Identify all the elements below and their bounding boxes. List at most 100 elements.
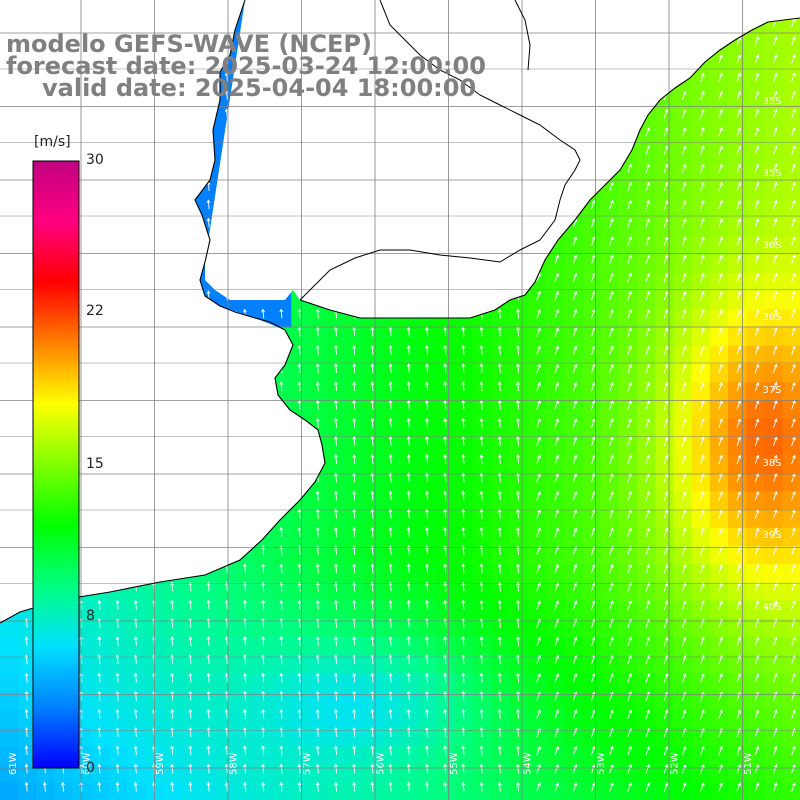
wind-arrowhead xyxy=(737,108,742,113)
wind-arrow xyxy=(554,327,559,337)
wind-cell xyxy=(746,491,765,511)
wind-arrowhead xyxy=(297,563,302,568)
wind-arrow xyxy=(499,473,501,483)
wind-arrowhead xyxy=(628,418,632,423)
wind-cell xyxy=(436,382,456,401)
wind-arrow xyxy=(207,600,210,610)
wind-arrowhead xyxy=(461,363,466,367)
wind-arrowhead xyxy=(719,582,723,586)
wind-cell xyxy=(764,163,784,183)
wind-cell xyxy=(182,600,201,620)
wind-cell xyxy=(655,109,674,128)
wind-arrow xyxy=(389,345,392,355)
wind-cell xyxy=(600,546,620,565)
wind-cell xyxy=(673,455,693,474)
wind-cell xyxy=(200,746,219,765)
wind-arrow xyxy=(536,437,541,446)
wind-arrowhead xyxy=(646,236,651,241)
wind-cell xyxy=(491,582,511,602)
wind-cell xyxy=(618,400,638,420)
wind-arrowhead xyxy=(352,563,357,568)
wind-arrow xyxy=(554,364,559,374)
wind-cell xyxy=(364,564,383,583)
wind-arrow xyxy=(536,291,541,301)
wind-cell xyxy=(618,637,638,656)
wind-cell xyxy=(400,637,420,656)
wind-arrow xyxy=(389,509,392,519)
wind-arrowhead xyxy=(24,636,29,640)
wind-cell xyxy=(546,600,565,620)
wind-cell xyxy=(673,236,693,256)
wind-cell xyxy=(382,564,401,583)
wind-arrow xyxy=(517,637,520,647)
wind-arrowhead xyxy=(682,236,687,241)
wind-cell xyxy=(782,436,800,456)
wind-arrowhead xyxy=(516,417,520,422)
wind-arrowhead xyxy=(646,636,651,641)
wind-cell xyxy=(527,291,547,310)
wind-cell xyxy=(691,709,711,729)
wind-arrow xyxy=(298,345,301,355)
wind-cell xyxy=(345,364,365,383)
wind-cell xyxy=(582,218,602,238)
wind-arrowhead xyxy=(133,599,138,604)
wind-arrow xyxy=(718,218,723,228)
wind-cell xyxy=(637,709,656,729)
wind-arrow xyxy=(572,509,577,519)
wind-cell xyxy=(709,655,729,674)
wind-arrowhead xyxy=(591,636,596,641)
wind-cell xyxy=(327,491,347,511)
wind-arrowhead xyxy=(388,508,393,513)
wind-arrow xyxy=(663,145,668,155)
wind-cell xyxy=(600,273,620,292)
wind-arrow xyxy=(389,455,392,465)
wind-cell xyxy=(709,236,729,256)
wind-arrowhead xyxy=(352,526,357,531)
wind-cell xyxy=(400,746,420,765)
wind-cell xyxy=(309,527,329,547)
wind-arrowhead xyxy=(443,526,448,531)
wind-arrow xyxy=(408,436,410,446)
wind-arrowhead xyxy=(628,563,632,568)
wind-cell xyxy=(691,200,711,219)
wind-cell xyxy=(582,291,602,310)
wind-cell xyxy=(782,273,800,292)
wind-arrow xyxy=(98,637,101,647)
wind-cell xyxy=(509,309,529,329)
wind-arrow xyxy=(298,309,301,319)
wind-arrow xyxy=(609,418,614,428)
wind-arrowhead xyxy=(628,290,632,295)
wind-arrowhead xyxy=(664,527,669,532)
wind-cell xyxy=(618,291,638,310)
wind-arrowhead xyxy=(773,563,778,568)
wind-cell xyxy=(418,637,438,656)
wind-cell xyxy=(746,728,765,747)
wind-cell xyxy=(564,527,583,547)
wind-cell xyxy=(527,364,547,383)
wind-arrowhead xyxy=(682,418,687,423)
wind-arrow xyxy=(480,436,483,446)
wind-arrow xyxy=(335,582,338,592)
wind-arrowhead xyxy=(610,418,614,423)
wind-arrow xyxy=(408,382,410,392)
wind-arrow xyxy=(462,637,465,647)
wind-cell xyxy=(127,746,147,765)
wind-arrow xyxy=(499,564,501,574)
wind-arrowhead xyxy=(737,72,742,77)
wind-arrowhead xyxy=(664,363,669,368)
wind-arrowhead xyxy=(664,454,669,459)
wind-arrow xyxy=(517,509,520,519)
wind-cell xyxy=(582,236,602,256)
wind-arrow xyxy=(772,236,777,246)
wind-arrowhead xyxy=(406,326,411,331)
wind-cell xyxy=(764,637,784,656)
wind-cell xyxy=(527,728,547,747)
wind-cell xyxy=(455,400,474,420)
wind-arrowhead xyxy=(755,54,760,59)
wind-arrowhead xyxy=(315,563,320,568)
wind-arrow xyxy=(700,91,705,101)
wind-cell xyxy=(746,91,765,110)
wind-cell xyxy=(673,291,693,310)
wind-cell xyxy=(400,709,420,729)
wind-arrow xyxy=(426,618,429,628)
